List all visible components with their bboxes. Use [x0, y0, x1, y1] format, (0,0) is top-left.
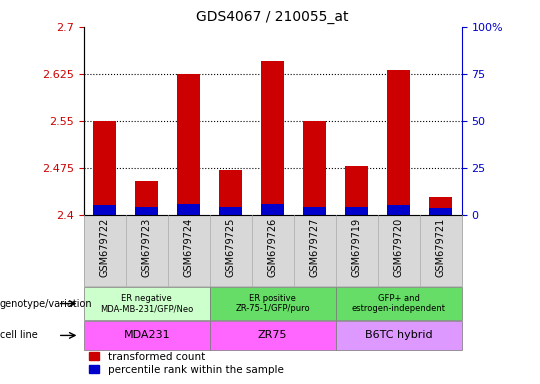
Bar — [135, 207, 158, 215]
Bar — [429, 208, 453, 215]
Legend: transformed count, percentile rank within the sample: transformed count, percentile rank withi… — [89, 352, 284, 375]
Bar — [261, 204, 284, 215]
Bar — [387, 205, 410, 215]
Text: ZR75: ZR75 — [258, 330, 287, 341]
Bar — [219, 207, 242, 215]
Text: cell line: cell line — [0, 330, 38, 341]
Bar — [303, 207, 326, 215]
Text: ER positive
ZR-75-1/GFP/puro: ER positive ZR-75-1/GFP/puro — [235, 294, 310, 313]
Bar — [93, 205, 116, 215]
Text: ER negative
MDA-MB-231/GFP/Neo: ER negative MDA-MB-231/GFP/Neo — [100, 294, 193, 313]
Bar — [345, 166, 368, 215]
Bar — [345, 207, 368, 215]
Bar — [177, 204, 200, 215]
Bar — [387, 70, 410, 215]
Text: B6TC hybrid: B6TC hybrid — [365, 330, 433, 341]
Title: GDS4067 / 210055_at: GDS4067 / 210055_at — [197, 10, 349, 25]
Bar — [303, 121, 326, 215]
Text: genotype/variation: genotype/variation — [0, 298, 93, 309]
Bar — [135, 180, 158, 215]
Bar — [429, 197, 453, 215]
Bar — [261, 61, 284, 215]
Text: GFP+ and
estrogen-independent: GFP+ and estrogen-independent — [352, 294, 446, 313]
Bar — [93, 121, 116, 215]
Bar — [219, 170, 242, 215]
Text: MDA231: MDA231 — [123, 330, 170, 341]
Bar — [177, 74, 200, 215]
